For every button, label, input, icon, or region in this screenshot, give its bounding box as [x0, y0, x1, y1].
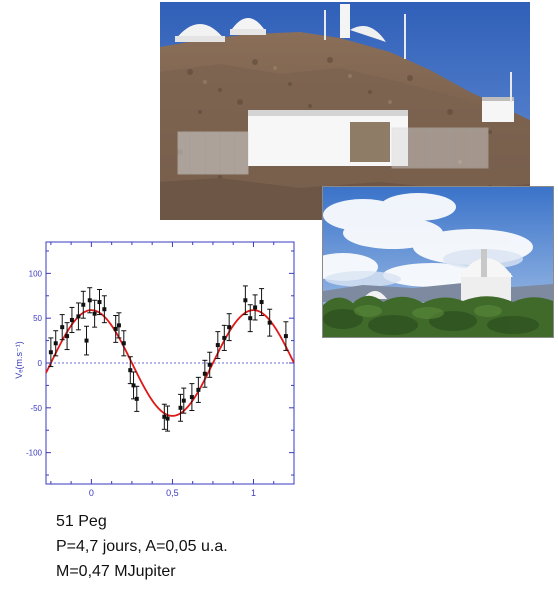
data-point	[64, 322, 70, 351]
data-marker	[102, 307, 107, 312]
data-point	[207, 351, 213, 378]
data-point	[226, 313, 232, 342]
data-marker	[189, 395, 194, 400]
x-tick-label: 1	[251, 488, 256, 498]
data-marker	[60, 325, 65, 330]
data-point	[242, 285, 248, 316]
data-marker	[69, 317, 74, 322]
data-point	[165, 405, 171, 432]
data-point	[84, 325, 90, 356]
data-marker	[84, 338, 89, 343]
data-marker	[162, 414, 167, 419]
data-point	[161, 403, 167, 430]
data-point	[127, 356, 133, 385]
data-marker	[243, 298, 248, 303]
data-marker	[134, 396, 139, 401]
data-marker	[248, 316, 253, 321]
caption-period-distance: P=4,7 jours, A=0,05 u.a.	[56, 538, 228, 555]
data-point	[189, 383, 195, 412]
data-point	[53, 330, 59, 357]
data-marker	[253, 305, 258, 310]
data-marker	[181, 398, 186, 403]
data-point	[113, 314, 119, 343]
data-point	[69, 306, 75, 334]
data-marker	[283, 334, 288, 339]
axis-ticks: 100 50 0 -50 -100 0 0,5 1	[26, 242, 295, 498]
x-tick-label: 0,5	[166, 488, 179, 498]
data-point	[87, 287, 93, 314]
sine-fit	[45, 309, 295, 417]
data-point	[116, 312, 122, 339]
data-point	[252, 294, 258, 321]
data-point	[247, 304, 253, 333]
data-point	[101, 295, 107, 324]
data-marker	[97, 300, 102, 305]
caption-mass: M=0,47 MJupiter	[56, 563, 176, 580]
data-marker	[178, 405, 183, 410]
data-point	[181, 387, 187, 414]
data-marker	[227, 325, 232, 330]
data-point	[267, 308, 273, 337]
y-tick-label: -100	[26, 449, 43, 458]
observatory-domes-photo	[322, 186, 554, 338]
data-marker	[81, 302, 86, 307]
data-marker	[259, 300, 264, 305]
data-point	[195, 376, 201, 403]
y-axis-label: Vₑ(m.s⁻¹)	[14, 341, 24, 379]
data-point	[259, 288, 265, 316]
data-marker	[131, 383, 136, 388]
data-point	[80, 290, 86, 319]
data-marker	[48, 350, 53, 355]
data-point	[75, 302, 81, 331]
data-marker	[92, 311, 97, 316]
data-point	[134, 385, 140, 412]
data-marker	[76, 314, 81, 319]
y-tick-label: 0	[38, 359, 43, 368]
data-marker	[267, 320, 272, 325]
data-point	[48, 337, 54, 368]
x-tick-label: 0	[89, 488, 94, 498]
y-tick-label: 100	[29, 269, 43, 278]
data-marker	[222, 335, 227, 340]
y-tick-label: -50	[30, 404, 42, 413]
data-marker	[128, 368, 133, 373]
observatory-hilltop-photo	[160, 2, 530, 220]
data-point	[59, 314, 65, 341]
data-point	[178, 393, 184, 422]
data-point	[131, 371, 137, 400]
data-marker	[53, 341, 58, 346]
data-marker	[87, 298, 92, 303]
data-points	[48, 285, 289, 432]
data-marker	[202, 371, 207, 376]
data-marker	[165, 416, 170, 421]
data-point	[221, 324, 227, 351]
data-marker	[116, 323, 121, 328]
data-point	[92, 299, 98, 328]
data-point	[121, 330, 127, 357]
data-marker	[196, 387, 201, 392]
data-point	[283, 321, 289, 351]
sine-fit-curve	[45, 309, 295, 417]
y-tick-label: 50	[33, 314, 42, 323]
data-marker	[113, 326, 118, 331]
data-marker	[215, 343, 220, 348]
data-point	[202, 359, 208, 388]
data-marker	[65, 334, 70, 339]
caption-star-name: 51 Peg	[56, 513, 107, 530]
data-marker	[207, 362, 212, 367]
data-point	[215, 331, 221, 360]
data-point	[96, 289, 102, 316]
data-marker	[121, 341, 126, 346]
radial-velocity-chart: 100 50 0 -50 -100 0 0,5 1 Vₑ(m.s⁻¹)	[0, 238, 300, 500]
